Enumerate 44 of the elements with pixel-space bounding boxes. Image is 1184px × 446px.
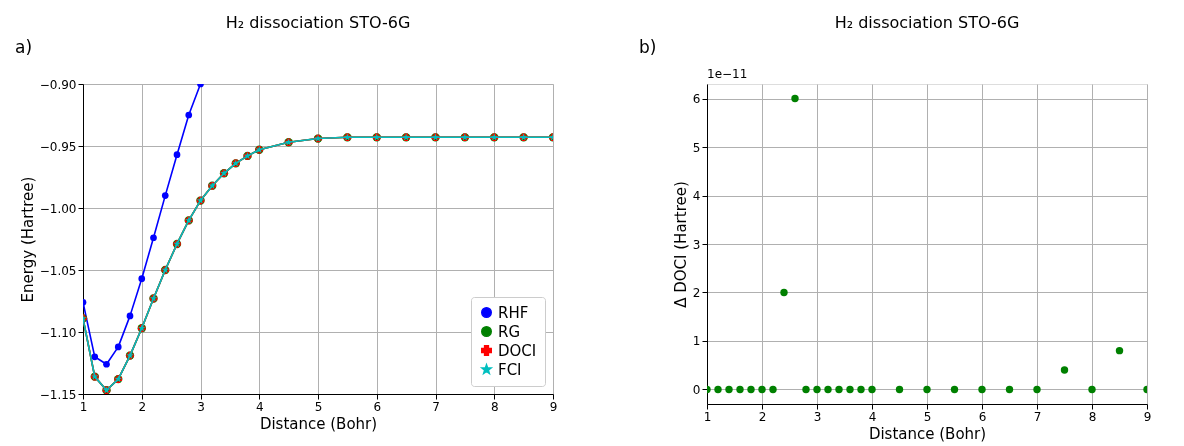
chart-title: H₂ dissociation STO-6G [225,13,411,32]
legend-label: DOCI [498,341,537,360]
legend-label: RG [498,322,521,341]
legend-label: FCI [498,360,522,379]
x-tick-label: 6 [978,409,987,424]
x-tick-label: 9 [1143,409,1152,424]
x-axis-title: Distance (Bohr) [868,424,987,443]
y-tick-label: −0.95 [39,139,77,154]
y-axis-title: Δ DOCI (Hartree) [671,181,690,308]
y-tick-label: −1.15 [39,387,77,402]
x-tick-label: 5 [923,409,932,424]
text: b) [639,37,657,57]
text: 1e−11 [707,67,748,81]
y-tick-label: 4 [692,189,701,204]
x-tick-label: 2 [758,409,767,424]
y-tick-label: 0 [692,382,701,397]
x-tick-label: 4 [868,409,877,424]
y-tick-label: 2 [692,285,701,300]
y-axis-title: Energy (Hartree) [18,176,37,303]
x-tick-label: 2 [138,399,147,414]
x-axis-title: Distance (Bohr) [259,414,378,433]
x-tick-label: 9 [549,399,558,414]
x-tick-label: 1 [79,399,88,414]
x-tick-label: 7 [1033,409,1042,424]
y-tick-label: 3 [692,237,701,252]
y-tick-label: −1.05 [39,263,77,278]
y-tick-label: −1.00 [39,201,77,216]
x-tick-label: 8 [490,399,499,414]
y-tick-label: 5 [692,140,701,155]
x-tick-label: 1 [703,409,712,424]
x-tick-label: 3 [813,409,822,424]
x-tick-label: 5 [314,399,323,414]
y-tick-label: 1 [692,334,701,349]
chart-title: H₂ dissociation STO-6G [834,13,1020,32]
legend-label: RHF [498,303,529,322]
text: a) [15,37,33,57]
x-tick-label: 7 [432,399,440,414]
x-tick-label: 8 [1088,409,1097,424]
y-tick-label: −1.10 [39,325,77,340]
x-tick-label: 3 [197,399,205,414]
y-tick-label: −0.90 [39,77,77,92]
y-tick-label: 6 [692,92,701,107]
x-tick-label: 4 [255,399,264,414]
x-tick-label: 6 [373,399,382,414]
